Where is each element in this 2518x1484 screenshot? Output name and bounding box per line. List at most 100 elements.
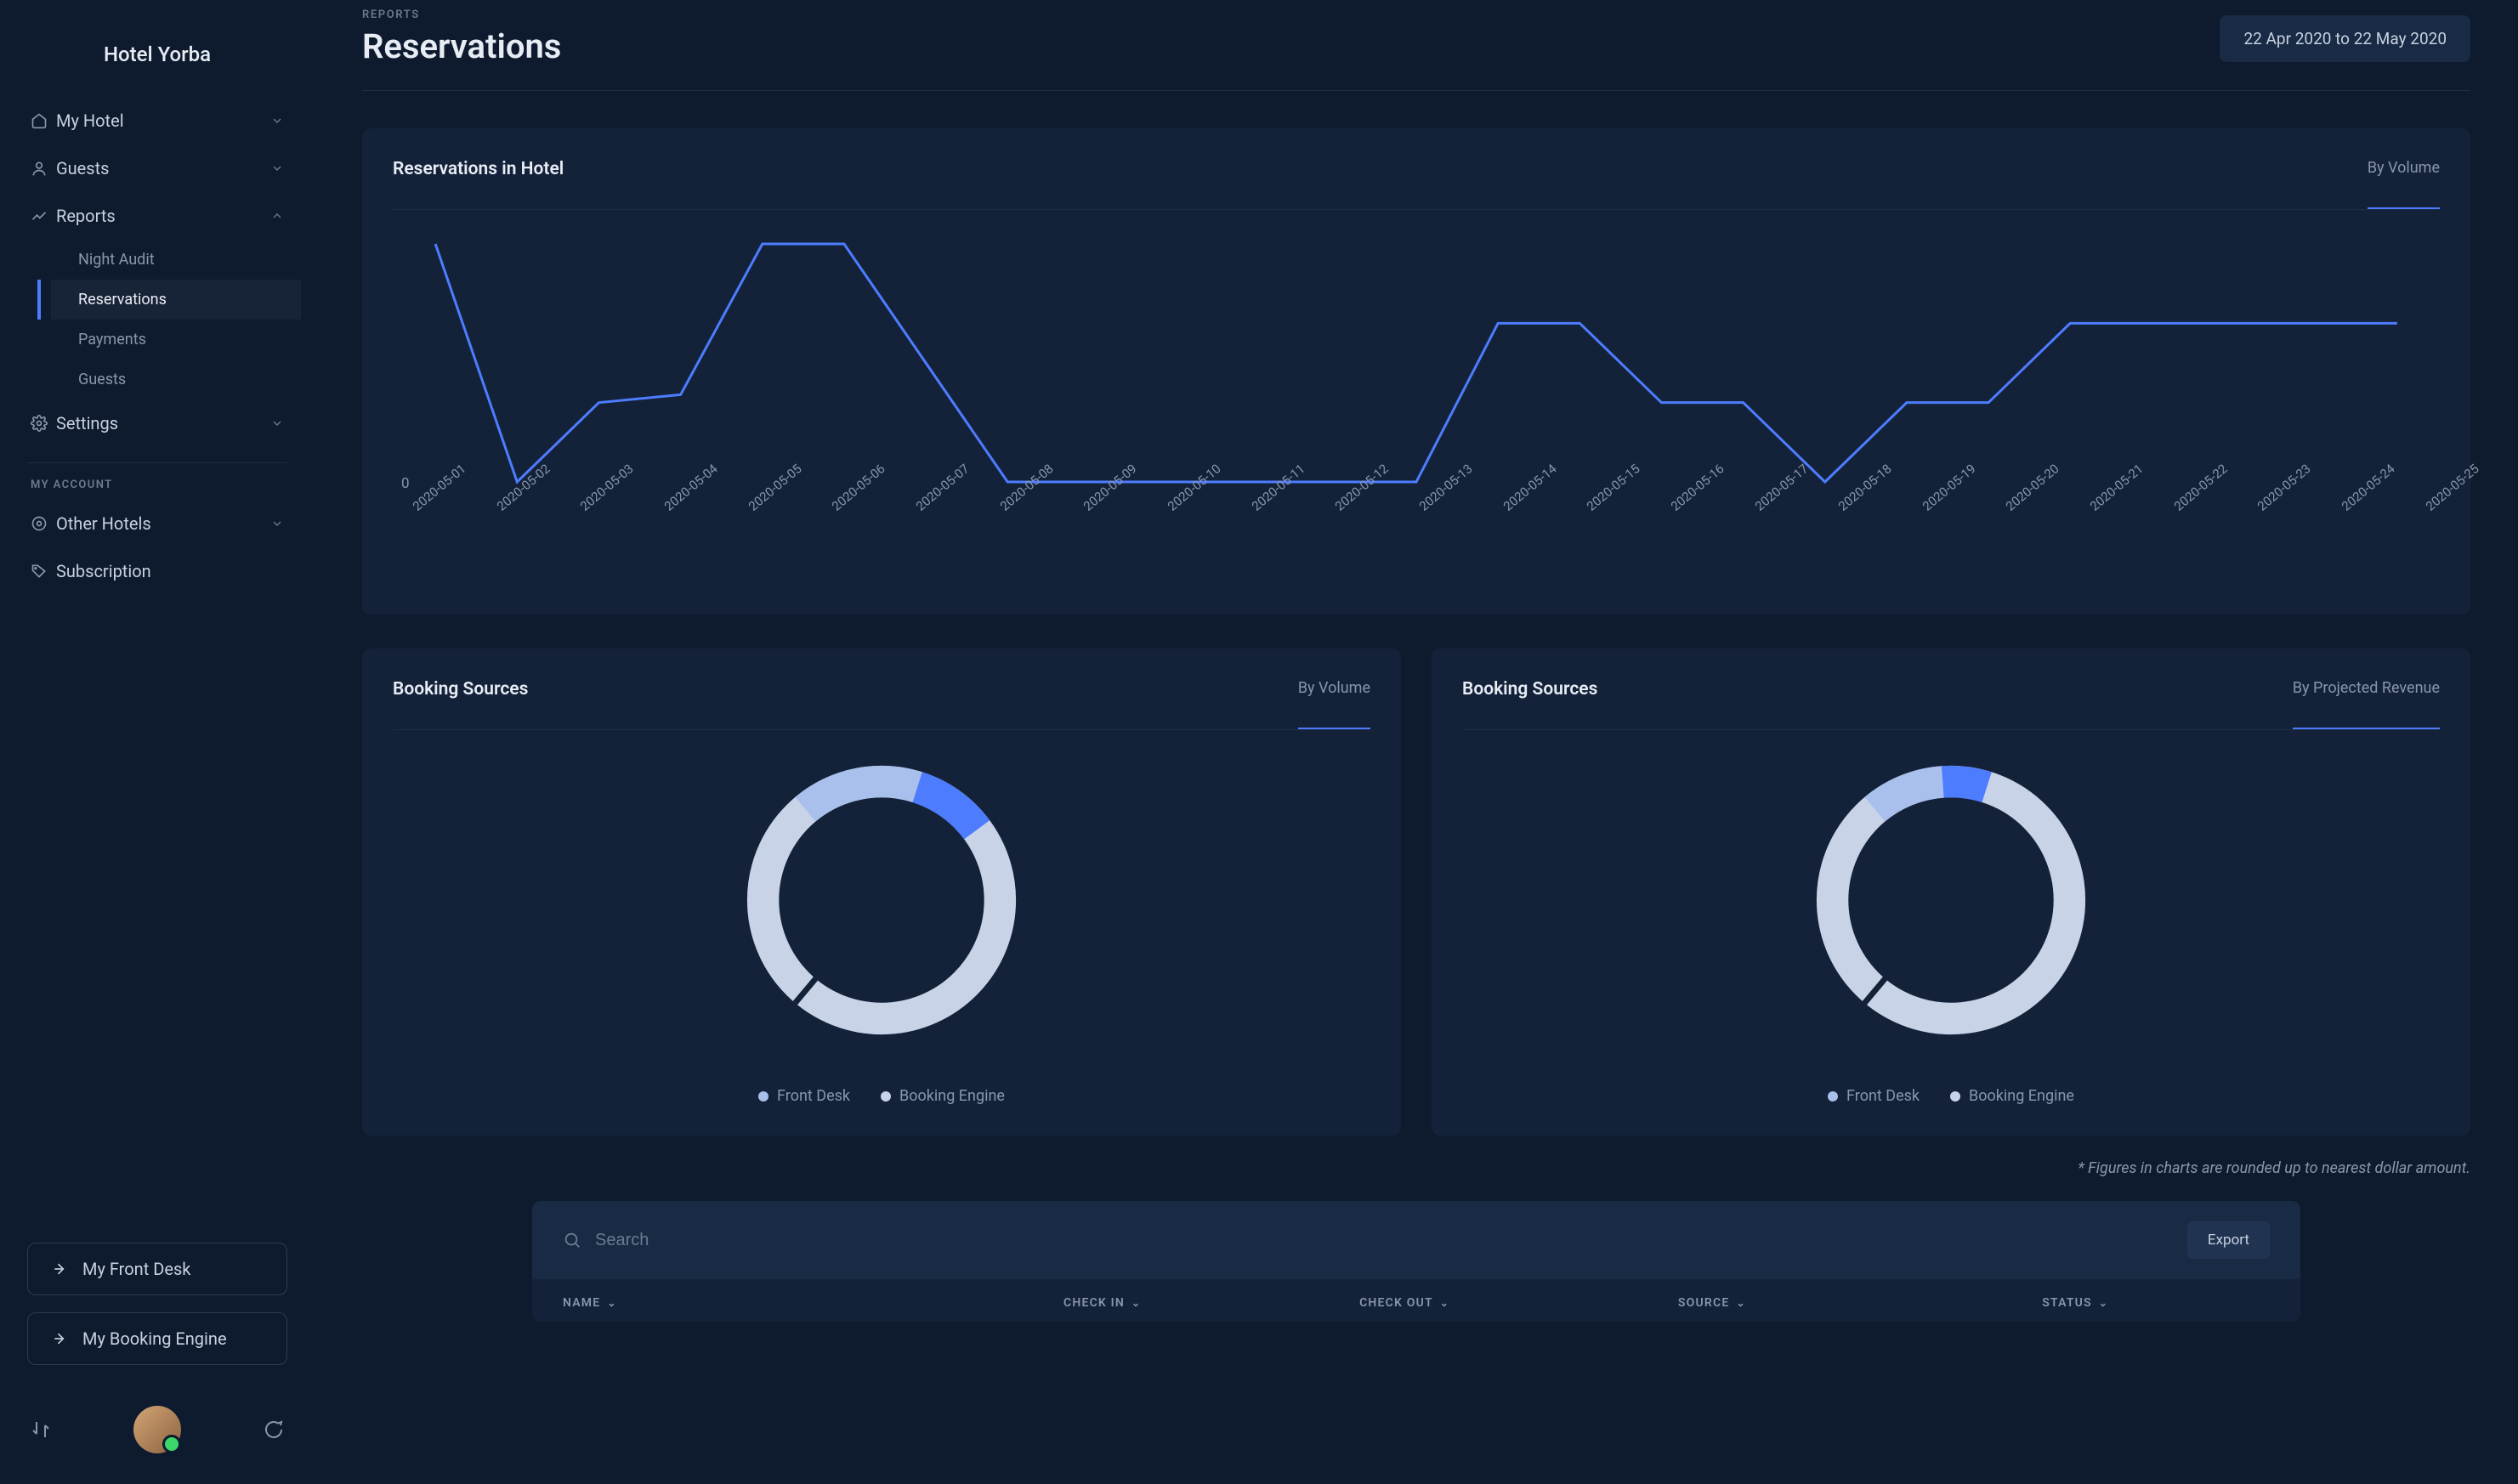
col-source[interactable]: SOURCE⌄ (1678, 1296, 2042, 1310)
nav-guests[interactable]: Guests (14, 144, 301, 192)
card-header: Reservations in Hotel By Volume (393, 159, 2440, 210)
page-title: Reservations (362, 26, 561, 66)
chevron-down-icon (270, 114, 284, 127)
chevron-up-icon (270, 209, 284, 223)
x-tick-label: 2020-05-02 (494, 502, 504, 514)
nav-other-hotels[interactable]: Other Hotels (14, 500, 301, 547)
gear-icon (31, 415, 56, 432)
card-title: Booking Sources (393, 679, 528, 700)
booking-sources-revenue-card: Booking Sources By Projected Revenue Fro… (1432, 649, 2470, 1136)
x-axis-labels: 2020-05-012020-05-022020-05-032020-05-04… (393, 502, 2440, 518)
card-subtitle[interactable]: By Volume (1298, 679, 1370, 704)
x-tick-label: 2020-05-04 (661, 502, 672, 514)
divider (27, 462, 287, 463)
external-link-icon (52, 1260, 69, 1277)
legend-dot-icon (1828, 1091, 1838, 1102)
transfer-icon[interactable] (31, 1419, 51, 1440)
reservations-chart-card: Reservations in Hotel By Volume 0 2020-0… (362, 128, 2470, 615)
x-tick-label: 2020-05-10 (1165, 502, 1175, 514)
main-content: REPORTS Reservations 22 Apr 2020 to 22 M… (315, 0, 2518, 1484)
my-front-desk-button[interactable]: My Front Desk (27, 1243, 287, 1295)
x-tick-label: 2020-05-08 (997, 502, 1007, 514)
button-label: My Booking Engine (82, 1328, 227, 1349)
account-section-label: MY ACCOUNT (0, 479, 315, 500)
reservations-table: Export NAME⌄ CHECK IN⌄ CHECK OUT⌄ SOURCE… (532, 1201, 2300, 1322)
legend-dot-icon (881, 1091, 891, 1102)
subnav-payments[interactable]: Payments (51, 320, 301, 360)
x-tick-label: 2020-05-22 (2171, 502, 2181, 514)
legend: Front Desk Booking Engine (758, 1087, 1005, 1105)
sidebar: Hotel Yorba My Hotel Guests Reports Nigh… (0, 0, 315, 1484)
x-tick-label: 2020-05-15 (1584, 502, 1594, 514)
col-check-in[interactable]: CHECK IN⌄ (1063, 1296, 1359, 1310)
nav-label: Other Hotels (56, 513, 270, 534)
x-tick-label: 2020-05-11 (1249, 502, 1259, 514)
nav-my-hotel[interactable]: My Hotel (14, 97, 301, 144)
sort-icon: ⌄ (607, 1297, 616, 1309)
x-tick-label: 2020-05-14 (1500, 502, 1511, 514)
x-tick-label: 2020-05-21 (2087, 502, 2097, 514)
x-tick-label: 2020-05-05 (746, 502, 756, 514)
nav-reports[interactable]: Reports (14, 192, 301, 240)
my-booking-engine-button[interactable]: My Booking Engine (27, 1312, 287, 1365)
search-wrap (563, 1231, 2170, 1250)
nav-subscription[interactable]: Subscription (14, 547, 301, 595)
external-link-icon (52, 1330, 69, 1347)
x-tick-label: 2020-05-24 (2339, 502, 2349, 514)
nav-label: My Hotel (56, 110, 270, 131)
x-tick-label: 2020-05-17 (1752, 502, 1762, 514)
x-tick-label: 2020-05-09 (1080, 502, 1091, 514)
line-chart: 0 2020-05-012020-05-022020-05-032020-05-… (393, 227, 2440, 584)
x-tick-label: 2020-05-16 (1668, 502, 1678, 514)
legend-booking-engine: Booking Engine (881, 1087, 1005, 1105)
nav-settings[interactable]: Settings (14, 399, 301, 447)
sort-icon: ⌄ (1440, 1297, 1449, 1309)
breadcrumb: REPORTS (362, 8, 561, 21)
card-subtitle[interactable]: By Projected Revenue (2293, 679, 2440, 704)
donut-svg (737, 756, 1026, 1045)
table-header: NAME⌄ CHECK IN⌄ CHECK OUT⌄ SOURCE⌄ STATU… (532, 1279, 2300, 1322)
col-check-out[interactable]: CHECK OUT⌄ (1359, 1296, 1678, 1310)
chevron-down-icon (270, 517, 284, 530)
y-axis-zero: 0 (401, 475, 410, 492)
subnav-night-audit[interactable]: Night Audit (51, 240, 301, 280)
chart-icon (31, 207, 56, 224)
booking-sources-volume-card: Booking Sources By Volume Front Desk Boo… (362, 649, 1401, 1136)
tag-icon (31, 563, 56, 580)
legend: Front Desk Booking Engine (1828, 1087, 2074, 1105)
nav-label: Settings (56, 413, 270, 433)
sidebar-bottom: My Front Desk My Booking Engine (0, 1243, 315, 1382)
nav-label: Subscription (56, 561, 284, 581)
page-header: REPORTS Reservations 22 Apr 2020 to 22 M… (362, 8, 2470, 91)
search-input[interactable] (595, 1231, 2170, 1250)
col-name[interactable]: NAME⌄ (563, 1296, 1063, 1310)
hotel-name: Hotel Yorba (0, 0, 315, 97)
sidebar-footer (0, 1382, 315, 1484)
sort-icon: ⌄ (1736, 1297, 1745, 1309)
date-range-picker[interactable]: 22 Apr 2020 to 22 May 2020 (2220, 15, 2470, 62)
chat-icon[interactable] (264, 1419, 284, 1440)
search-icon (563, 1231, 581, 1249)
x-tick-label: 2020-05-20 (2003, 502, 2013, 514)
x-tick-label: 2020-05-03 (577, 502, 587, 514)
reports-submenu: Night Audit Reservations Payments Guests (14, 240, 301, 399)
table-toolbar: Export (532, 1201, 2300, 1279)
chevron-down-icon (270, 161, 284, 175)
x-tick-label: 2020-05-12 (1332, 502, 1342, 514)
x-tick-label: 2020-05-07 (913, 502, 923, 514)
avatar[interactable] (133, 1406, 181, 1453)
footnote: * Figures in charts are rounded up to ne… (362, 1159, 2470, 1177)
col-status[interactable]: STATUS⌄ (2042, 1296, 2270, 1310)
subnav-reservations[interactable]: Reservations (51, 280, 301, 320)
export-button[interactable]: Export (2187, 1221, 2270, 1259)
main-nav: My Hotel Guests Reports Night Audit Rese… (0, 97, 315, 447)
x-tick-label: 2020-05-23 (2254, 502, 2265, 514)
gear-icon (31, 515, 56, 532)
card-subtitle[interactable]: By Volume (2368, 159, 2440, 184)
subnav-guests[interactable]: Guests (51, 360, 301, 399)
x-tick-label: 2020-05-25 (2423, 502, 2433, 514)
account-nav: Other Hotels Subscription (0, 500, 315, 595)
legend-front-desk: Front Desk (1828, 1087, 1920, 1105)
nav-label: Reports (56, 206, 270, 226)
x-tick-label: 2020-05-13 (1416, 502, 1426, 514)
